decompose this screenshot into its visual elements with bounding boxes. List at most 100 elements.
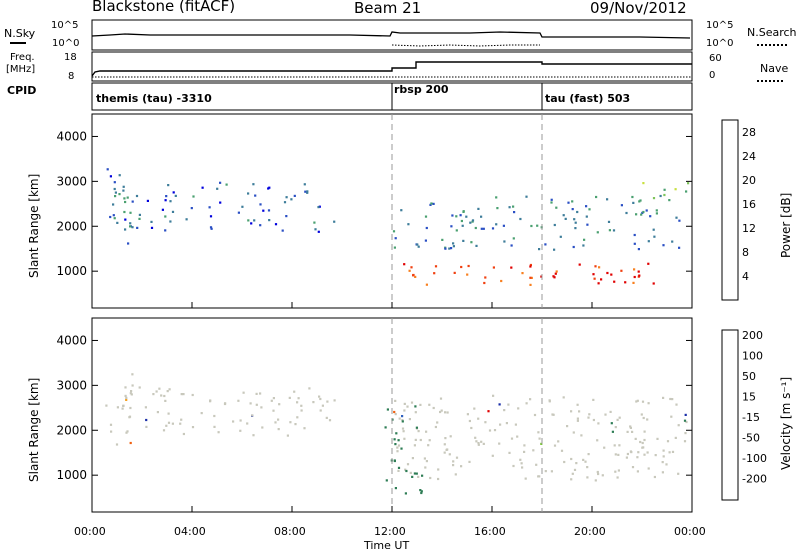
- velocity-cell: [640, 413, 643, 416]
- velocity-cell: [410, 401, 414, 404]
- cpid-segment-1: themis (tau) -3310: [96, 92, 212, 105]
- power-cell: [112, 214, 115, 217]
- power-cell: [642, 182, 645, 185]
- power-cell: [410, 266, 413, 269]
- power-cell: [583, 238, 586, 241]
- velocity-cell: [156, 411, 159, 414]
- power-cell: [553, 223, 556, 227]
- velocity-cell: [524, 477, 527, 480]
- nsearch-trace: [391, 44, 540, 47]
- power-cell: [113, 217, 116, 220]
- nsearch-tick-top: 10^5: [706, 20, 734, 31]
- velocity-cell: [548, 400, 551, 403]
- power-cell: [400, 209, 403, 212]
- velocity-cell: [160, 394, 163, 397]
- nsearch-legend-line: [757, 44, 787, 46]
- power-cell: [247, 219, 250, 222]
- velocity-cell: [684, 432, 687, 435]
- velocity-cell: [414, 438, 417, 441]
- power-cell: [416, 243, 419, 246]
- velocity-cell: [572, 431, 575, 434]
- velocity-cell: [318, 395, 321, 398]
- date-title: 09/Nov/2012: [590, 0, 687, 17]
- power-cell: [624, 281, 627, 284]
- velocity-cell: [484, 421, 487, 424]
- velocity-cell: [401, 427, 405, 430]
- velocity-cell: [498, 442, 501, 445]
- power-cell: [678, 219, 681, 222]
- colorbar-tick-label: 24: [742, 150, 756, 163]
- velocity-cell: [293, 390, 296, 393]
- velocity-cell: [510, 437, 514, 440]
- power-cell: [451, 214, 454, 217]
- velocity-cell: [520, 462, 523, 465]
- velocity-cell: [563, 460, 566, 464]
- power-cell: [480, 215, 483, 218]
- velocity-cell: [155, 390, 158, 393]
- power-cell: [492, 266, 495, 269]
- power-cell: [652, 282, 655, 285]
- velocity-cell: [671, 450, 675, 453]
- freq-label: Freq.: [10, 52, 35, 63]
- power-cell: [169, 220, 172, 223]
- velocity-cell: [647, 467, 650, 470]
- velocity-cell: [493, 429, 497, 432]
- power-cell: [252, 183, 255, 186]
- x-tick-3: 12:00: [374, 525, 406, 538]
- power-cell: [174, 194, 177, 197]
- power-cell: [495, 196, 498, 199]
- velocity-heatmap: [105, 373, 688, 495]
- power-cell: [510, 266, 513, 269]
- power-cell: [529, 276, 532, 279]
- velocity-cell: [437, 468, 440, 471]
- freq-trace: [91, 61, 692, 77]
- velocity-cell: [470, 426, 473, 430]
- velocity-cell: [656, 437, 659, 440]
- power-cell: [482, 227, 485, 230]
- velocity-cell: [289, 421, 292, 424]
- velocity-cell: [675, 403, 678, 406]
- velocity-cell: [145, 418, 148, 422]
- velocity-cell: [321, 404, 324, 407]
- power-cell: [392, 230, 396, 233]
- velocity-cell: [538, 475, 541, 478]
- x-tick-6: 00:00: [674, 525, 706, 538]
- velocity-cell: [200, 412, 203, 415]
- velocity-cell: [635, 400, 638, 403]
- power-cell: [659, 194, 662, 198]
- power-cell: [122, 185, 125, 188]
- nsky-trace: [91, 31, 691, 39]
- velocity-cell: [432, 406, 435, 410]
- power-cell: [129, 222, 132, 225]
- velocity-cell: [394, 399, 397, 402]
- velocity-cell: [643, 453, 646, 456]
- power-cell: [525, 195, 528, 198]
- power-cell: [314, 228, 317, 231]
- velocity-cell: [637, 451, 640, 454]
- power-cell: [262, 209, 265, 212]
- velocity-cell: [129, 441, 132, 445]
- velocity-cell: [162, 429, 166, 432]
- velocity-cell: [333, 399, 336, 402]
- velocity-cell: [477, 417, 480, 420]
- velocity-cell: [604, 413, 607, 416]
- power-cell: [448, 247, 451, 250]
- velocity-cell: [683, 440, 687, 443]
- velocity-cell: [523, 444, 526, 447]
- velocity-cell: [594, 479, 597, 482]
- velocity-cell: [560, 449, 564, 452]
- power-cell: [663, 193, 666, 197]
- velocity-cell: [448, 453, 451, 456]
- power-cell: [172, 191, 175, 194]
- velocity-cell: [540, 442, 543, 445]
- power-cell: [417, 245, 420, 248]
- power-cell: [123, 197, 126, 200]
- velocity-cell: [419, 438, 422, 442]
- velocity-cell: [384, 426, 387, 429]
- power-cell: [444, 247, 447, 250]
- velocity-cell: [636, 470, 639, 473]
- velocity-cell: [443, 443, 446, 446]
- station-title: Blackstone (fitACF): [92, 0, 236, 15]
- power-cell: [394, 237, 397, 240]
